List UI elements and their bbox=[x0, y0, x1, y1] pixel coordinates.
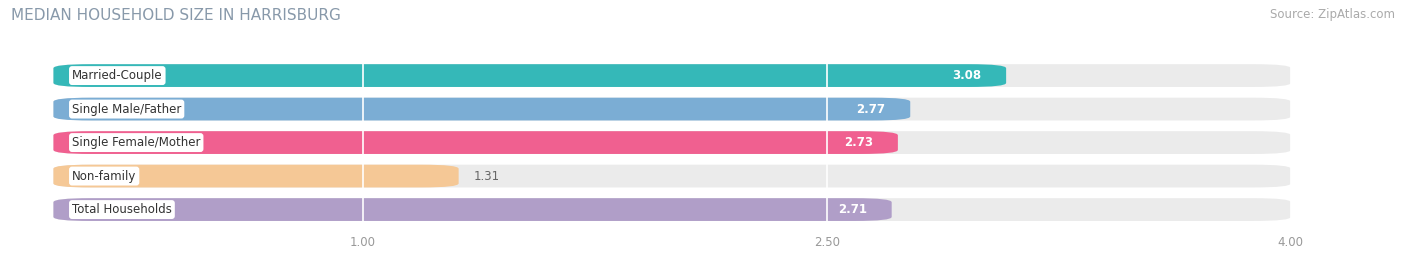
FancyBboxPatch shape bbox=[53, 165, 1291, 187]
Text: 2.77: 2.77 bbox=[856, 102, 886, 116]
Text: Total Households: Total Households bbox=[72, 203, 172, 216]
FancyBboxPatch shape bbox=[53, 64, 1291, 87]
Text: 2.73: 2.73 bbox=[844, 136, 873, 149]
Text: Non-family: Non-family bbox=[72, 169, 136, 183]
FancyBboxPatch shape bbox=[53, 198, 1291, 221]
FancyBboxPatch shape bbox=[53, 98, 1291, 121]
FancyBboxPatch shape bbox=[53, 131, 898, 154]
FancyBboxPatch shape bbox=[53, 98, 910, 121]
FancyBboxPatch shape bbox=[53, 198, 891, 221]
Text: 1.31: 1.31 bbox=[474, 169, 501, 183]
FancyBboxPatch shape bbox=[53, 165, 458, 187]
Text: MEDIAN HOUSEHOLD SIZE IN HARRISBURG: MEDIAN HOUSEHOLD SIZE IN HARRISBURG bbox=[11, 8, 342, 23]
Text: Source: ZipAtlas.com: Source: ZipAtlas.com bbox=[1270, 8, 1395, 21]
Text: 3.08: 3.08 bbox=[952, 69, 981, 82]
FancyBboxPatch shape bbox=[53, 64, 1007, 87]
FancyBboxPatch shape bbox=[53, 131, 1291, 154]
Text: Single Male/Father: Single Male/Father bbox=[72, 102, 181, 116]
Text: 2.71: 2.71 bbox=[838, 203, 868, 216]
Text: Single Female/Mother: Single Female/Mother bbox=[72, 136, 201, 149]
Text: Married-Couple: Married-Couple bbox=[72, 69, 163, 82]
